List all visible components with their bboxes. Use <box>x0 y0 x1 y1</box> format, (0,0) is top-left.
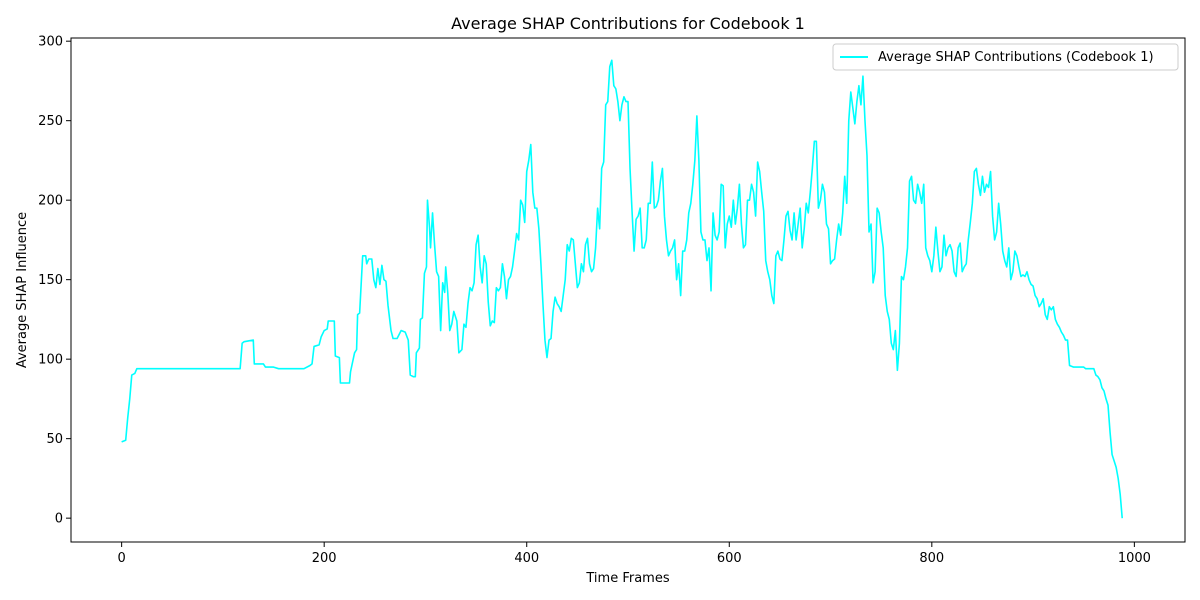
x-axis: 0 200 400 600 800 1000 <box>117 542 1151 566</box>
x-tick-label: 1000 <box>1118 551 1151 566</box>
legend-label: Average SHAP Contributions (Codebook 1) <box>878 50 1154 65</box>
y-axis: 0 50 100 150 200 250 300 <box>38 35 71 527</box>
y-tick-label: 200 <box>38 194 63 209</box>
x-tick-label: 400 <box>514 551 539 566</box>
y-axis-label: Average SHAP Influence <box>15 212 30 368</box>
series-line <box>121 59 1124 519</box>
y-tick-label: 250 <box>38 114 63 129</box>
x-tick-label: 600 <box>717 551 742 566</box>
x-axis-label: Time Frames <box>585 571 669 586</box>
x-tick-label: 0 <box>117 551 125 566</box>
y-tick-label: 150 <box>38 273 63 288</box>
x-tick-label: 800 <box>919 551 944 566</box>
y-tick-label: 100 <box>38 353 63 368</box>
y-tick-label: 300 <box>38 35 63 50</box>
plot-frame <box>70 37 1186 543</box>
chart-title: Average SHAP Contributions for Codebook … <box>451 14 805 33</box>
legend: Average SHAP Contributions (Codebook 1) <box>832 43 1179 71</box>
y-tick-label: 50 <box>46 432 63 447</box>
plot-area <box>121 59 1124 519</box>
legend-box <box>832 43 1179 71</box>
y-tick-label: 0 <box>55 512 63 527</box>
x-tick-label: 200 <box>312 551 337 566</box>
